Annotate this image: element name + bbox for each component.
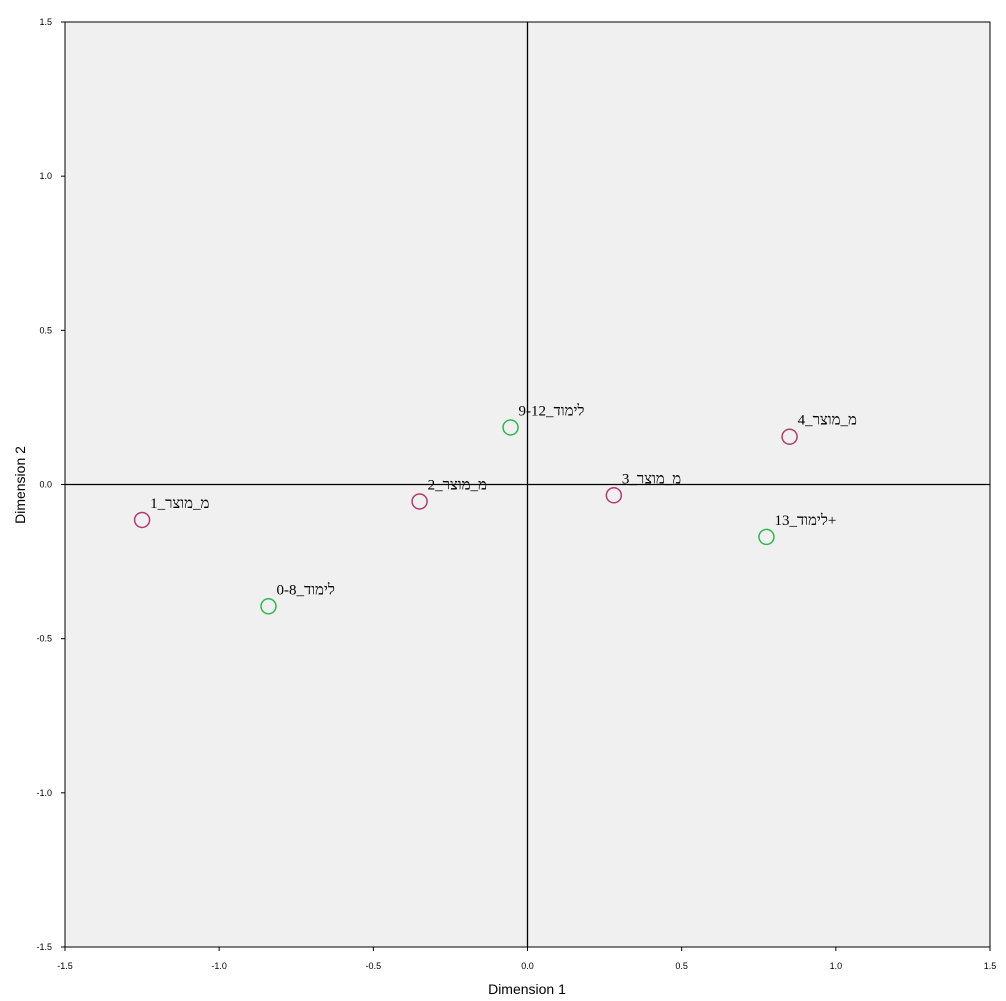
data-point-marker — [781, 428, 798, 445]
data-point-marker — [502, 419, 519, 436]
y-axis: 1.5 1.0 0.5 0.0 -0.5 -1.0 -1.5 — [36, 17, 65, 952]
data-point-label: מ_מוצר_1 — [150, 496, 209, 512]
y-tick-label: 1.0 — [39, 171, 52, 181]
data-point-label: לימוד_0-8 — [277, 581, 335, 598]
x-axis: -1.5 -1.0 -0.5 0.0 0.5 1.0 1.5 — [57, 947, 996, 971]
y-axis-title: Dimension 2 — [12, 446, 28, 524]
y-tick-label: 0.5 — [39, 325, 52, 335]
data-point-label: לימוד_9-12 — [519, 402, 585, 419]
x-axis-title: Dimension 1 — [488, 981, 566, 997]
data-point-marker — [133, 511, 151, 529]
data-point-label: לימוד_13+ — [774, 512, 836, 529]
x-tick-label: -1.5 — [57, 961, 73, 971]
x-tick-label: 0.5 — [675, 961, 688, 971]
y-tick-label: -0.5 — [36, 634, 52, 644]
data-point-marker — [411, 493, 428, 510]
data-point-label: מ_מוצר_4 — [798, 413, 857, 429]
x-tick-label: -0.5 — [366, 961, 382, 971]
data-point-marker — [758, 528, 775, 546]
data-point-marker — [260, 598, 277, 615]
x-tick-label: 1.0 — [830, 961, 843, 971]
x-tick-label: 0.0 — [521, 961, 534, 971]
y-tick-label: 0.0 — [39, 480, 52, 490]
x-tick-label: -1.0 — [211, 961, 227, 971]
reference-lines — [65, 22, 990, 947]
y-tick-label: 1.5 — [39, 17, 52, 27]
y-tick-label: -1.0 — [36, 788, 52, 798]
data-point-marker — [605, 487, 623, 504]
data-points: מ_מוצר_1 מ_מוצר_2 מ_מוצר_3 מ_מוצר_4 לימוד_0-… — [133, 402, 857, 615]
data-point-label: מ_מוצר_3 — [622, 471, 681, 487]
y-tick-label: -1.5 — [36, 942, 52, 952]
data-point-label: מ_מוצר_2 — [428, 477, 487, 493]
x-tick-label: 1.5 — [984, 961, 997, 971]
